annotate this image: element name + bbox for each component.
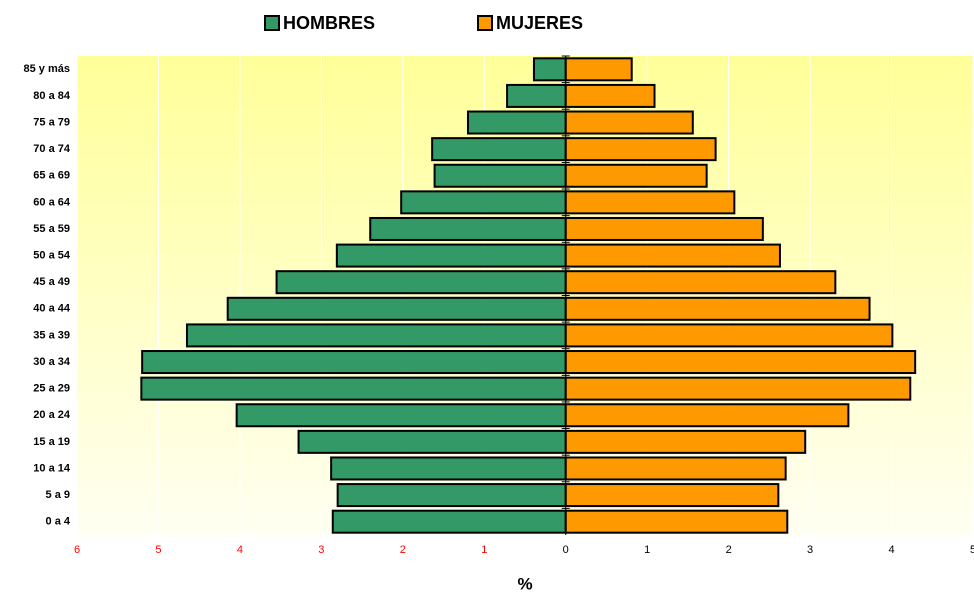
y-tick-label: 45 a 49: [33, 276, 70, 288]
bar: [330, 456, 567, 481]
legend-swatch: [264, 15, 280, 31]
bar: [297, 429, 567, 454]
x-tick-label: 0: [563, 544, 569, 556]
bar: [564, 110, 694, 135]
y-tick-label: 65 a 69: [33, 170, 70, 182]
bar: [564, 403, 850, 428]
bar: [506, 83, 567, 108]
y-tick-label: 0 a 4: [46, 516, 71, 528]
bar: [331, 509, 567, 534]
y-tick-label: 55 a 59: [33, 223, 70, 235]
bar: [466, 110, 567, 135]
bar: [564, 296, 871, 321]
bar: [564, 243, 781, 268]
bar: [564, 323, 894, 348]
bar: [564, 57, 633, 82]
bar: [141, 350, 567, 375]
bar: [185, 323, 567, 348]
y-tick-label: 35 a 39: [33, 329, 70, 341]
y-tick-label: 60 a 64: [33, 196, 71, 208]
bar: [564, 456, 787, 481]
y-tick-label: 15 a 19: [33, 436, 70, 448]
bar: [564, 270, 837, 295]
plot-background: [77, 56, 973, 535]
y-tick-label: 10 a 14: [33, 462, 71, 474]
legend-swatch: [477, 15, 493, 31]
x-tick-label: 5: [155, 544, 161, 556]
bar: [226, 296, 567, 321]
x-tick-label: 4: [888, 544, 894, 556]
y-tick-label: 50 a 54: [33, 249, 71, 261]
x-axis-label: %: [517, 574, 532, 593]
x-tick-label: 2: [400, 544, 406, 556]
x-tick-label: 5: [970, 544, 974, 556]
x-tick-label: 3: [807, 544, 813, 556]
bar: [564, 83, 656, 108]
bar: [369, 216, 567, 241]
bar: [431, 137, 567, 162]
bar: [564, 137, 717, 162]
y-tick-label: 30 a 34: [33, 356, 71, 368]
y-tick-label: 40 a 44: [33, 303, 71, 315]
y-tick-label: 5 a 9: [46, 489, 70, 501]
legend-label: HOMBRES: [283, 13, 375, 33]
bar: [400, 190, 567, 215]
bar: [564, 216, 764, 241]
bar: [235, 403, 567, 428]
y-tick-label: 70 a 74: [33, 143, 71, 155]
x-tick-label: 1: [481, 544, 487, 556]
bar: [532, 57, 567, 82]
legend-label: MUJERES: [496, 13, 583, 33]
x-tick-label: 2: [726, 544, 732, 556]
y-tick-label: 75 a 79: [33, 116, 70, 128]
bar: [564, 190, 736, 215]
bar: [335, 243, 567, 268]
x-tick-label: 6: [74, 544, 80, 556]
bar: [564, 350, 917, 375]
x-tick-label: 4: [237, 544, 243, 556]
bar: [336, 483, 567, 508]
bar: [140, 376, 567, 401]
bar: [564, 163, 708, 188]
y-tick-label: 85 y más: [24, 63, 70, 75]
bar: [564, 483, 780, 508]
y-tick-label: 25 a 29: [33, 383, 70, 395]
y-tick-label: 20 a 24: [33, 409, 71, 421]
bar: [275, 270, 567, 295]
x-tick-label: 3: [318, 544, 324, 556]
bar: [564, 509, 789, 534]
bar: [564, 376, 912, 401]
y-tick-label: 80 a 84: [33, 90, 71, 102]
x-tick-label: 1: [644, 544, 650, 556]
bar: [433, 163, 567, 188]
bar: [564, 429, 807, 454]
